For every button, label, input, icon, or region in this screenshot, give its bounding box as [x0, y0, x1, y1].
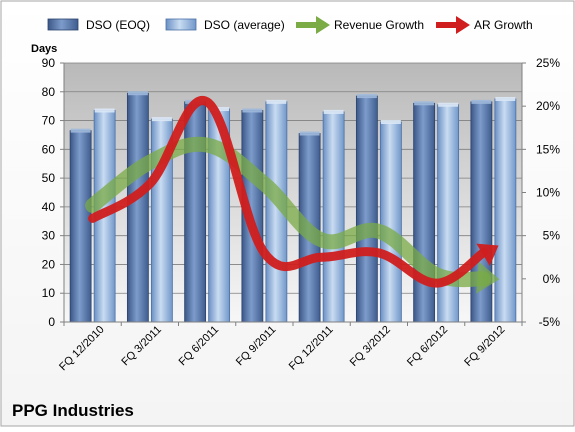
bar-dso-average — [494, 98, 517, 323]
bar-cap-dso-eoq — [127, 91, 148, 96]
y-right-tick-label: 20% — [536, 99, 560, 113]
trend-lines — [85, 96, 500, 294]
y-right-tick-label: 25% — [536, 56, 560, 70]
y-left-tick-label: 80 — [42, 85, 56, 99]
y-right-tick-label: 10% — [536, 186, 560, 200]
legend: DSO (EOQ) DSO (average) Revenue Growth AR G… — [47, 16, 533, 34]
bar-dso-average — [437, 104, 460, 323]
bar-cap-dso-eoq — [299, 131, 320, 136]
y-left-tick-label: 30 — [42, 229, 56, 243]
legend-swatch-dso-average — [165, 18, 197, 31]
bar-dso-average — [322, 111, 345, 323]
y-left-tick-label: 50 — [42, 171, 56, 185]
y-left-tick-label: 10 — [42, 286, 56, 300]
y-right-tick-label: 5% — [543, 229, 561, 243]
bar-cap-dso-eoq — [356, 94, 377, 99]
legend-arrowhead-revenue-growth — [316, 16, 330, 34]
bar-dso-eoq — [126, 92, 149, 323]
revenue-growth-line — [85, 136, 491, 288]
bar-cap-dso-eoq — [242, 108, 263, 113]
bar-cap-dso-average — [323, 109, 344, 114]
y-right-tick-label: -5% — [539, 315, 561, 329]
y-left-tick-label: 0 — [48, 315, 55, 329]
bar-cap-dso-eoq — [471, 99, 492, 104]
bar-cap-dso-eoq — [414, 101, 435, 106]
bar-cap-dso-average — [380, 119, 401, 124]
bar-cap-dso-average — [94, 108, 115, 113]
y-left-tick-label: 90 — [42, 56, 56, 70]
revenue-growth-arrowhead — [476, 261, 500, 294]
bar-dso-eoq — [69, 130, 92, 323]
y-right-tick-label: 0% — [543, 272, 561, 286]
bar-cap-dso-average — [209, 107, 230, 112]
legend-label-ar-growth: AR Growth — [474, 18, 533, 32]
y-left-tick-label: 60 — [42, 142, 56, 156]
y-axis-left-title: Days — [31, 43, 57, 55]
ar-growth-line — [88, 96, 488, 288]
y-right-tick-label: 15% — [536, 142, 560, 156]
bar-cap-dso-average — [495, 96, 516, 101]
company-label: PPG Industries — [12, 401, 134, 420]
legend-label-dso-eoq: DSO (EOQ) — [86, 18, 150, 32]
bar-cap-dso-average — [266, 99, 287, 104]
legend-label-dso-average: DSO (average) — [204, 18, 285, 32]
bar-cap-dso-average — [438, 102, 459, 107]
bar-dso-average — [379, 121, 402, 323]
bar-cap-dso-average — [151, 117, 172, 122]
legend-label-revenue-growth: Revenue Growth — [334, 18, 424, 32]
y-left-tick-label: 70 — [42, 114, 56, 128]
bar-dso-eoq — [355, 95, 378, 323]
bar-dso-eoq — [413, 102, 436, 323]
bar-dso-eoq — [184, 101, 207, 323]
legend-swatch-dso-eoq — [47, 18, 79, 31]
legend-arrowhead-ar-growth — [456, 16, 470, 34]
ar-growth-arrowhead — [476, 243, 499, 266]
y-left-tick-label: 20 — [42, 257, 56, 271]
y-left-tick-label: 40 — [42, 200, 56, 214]
bar-cap-dso-eoq — [70, 128, 91, 133]
